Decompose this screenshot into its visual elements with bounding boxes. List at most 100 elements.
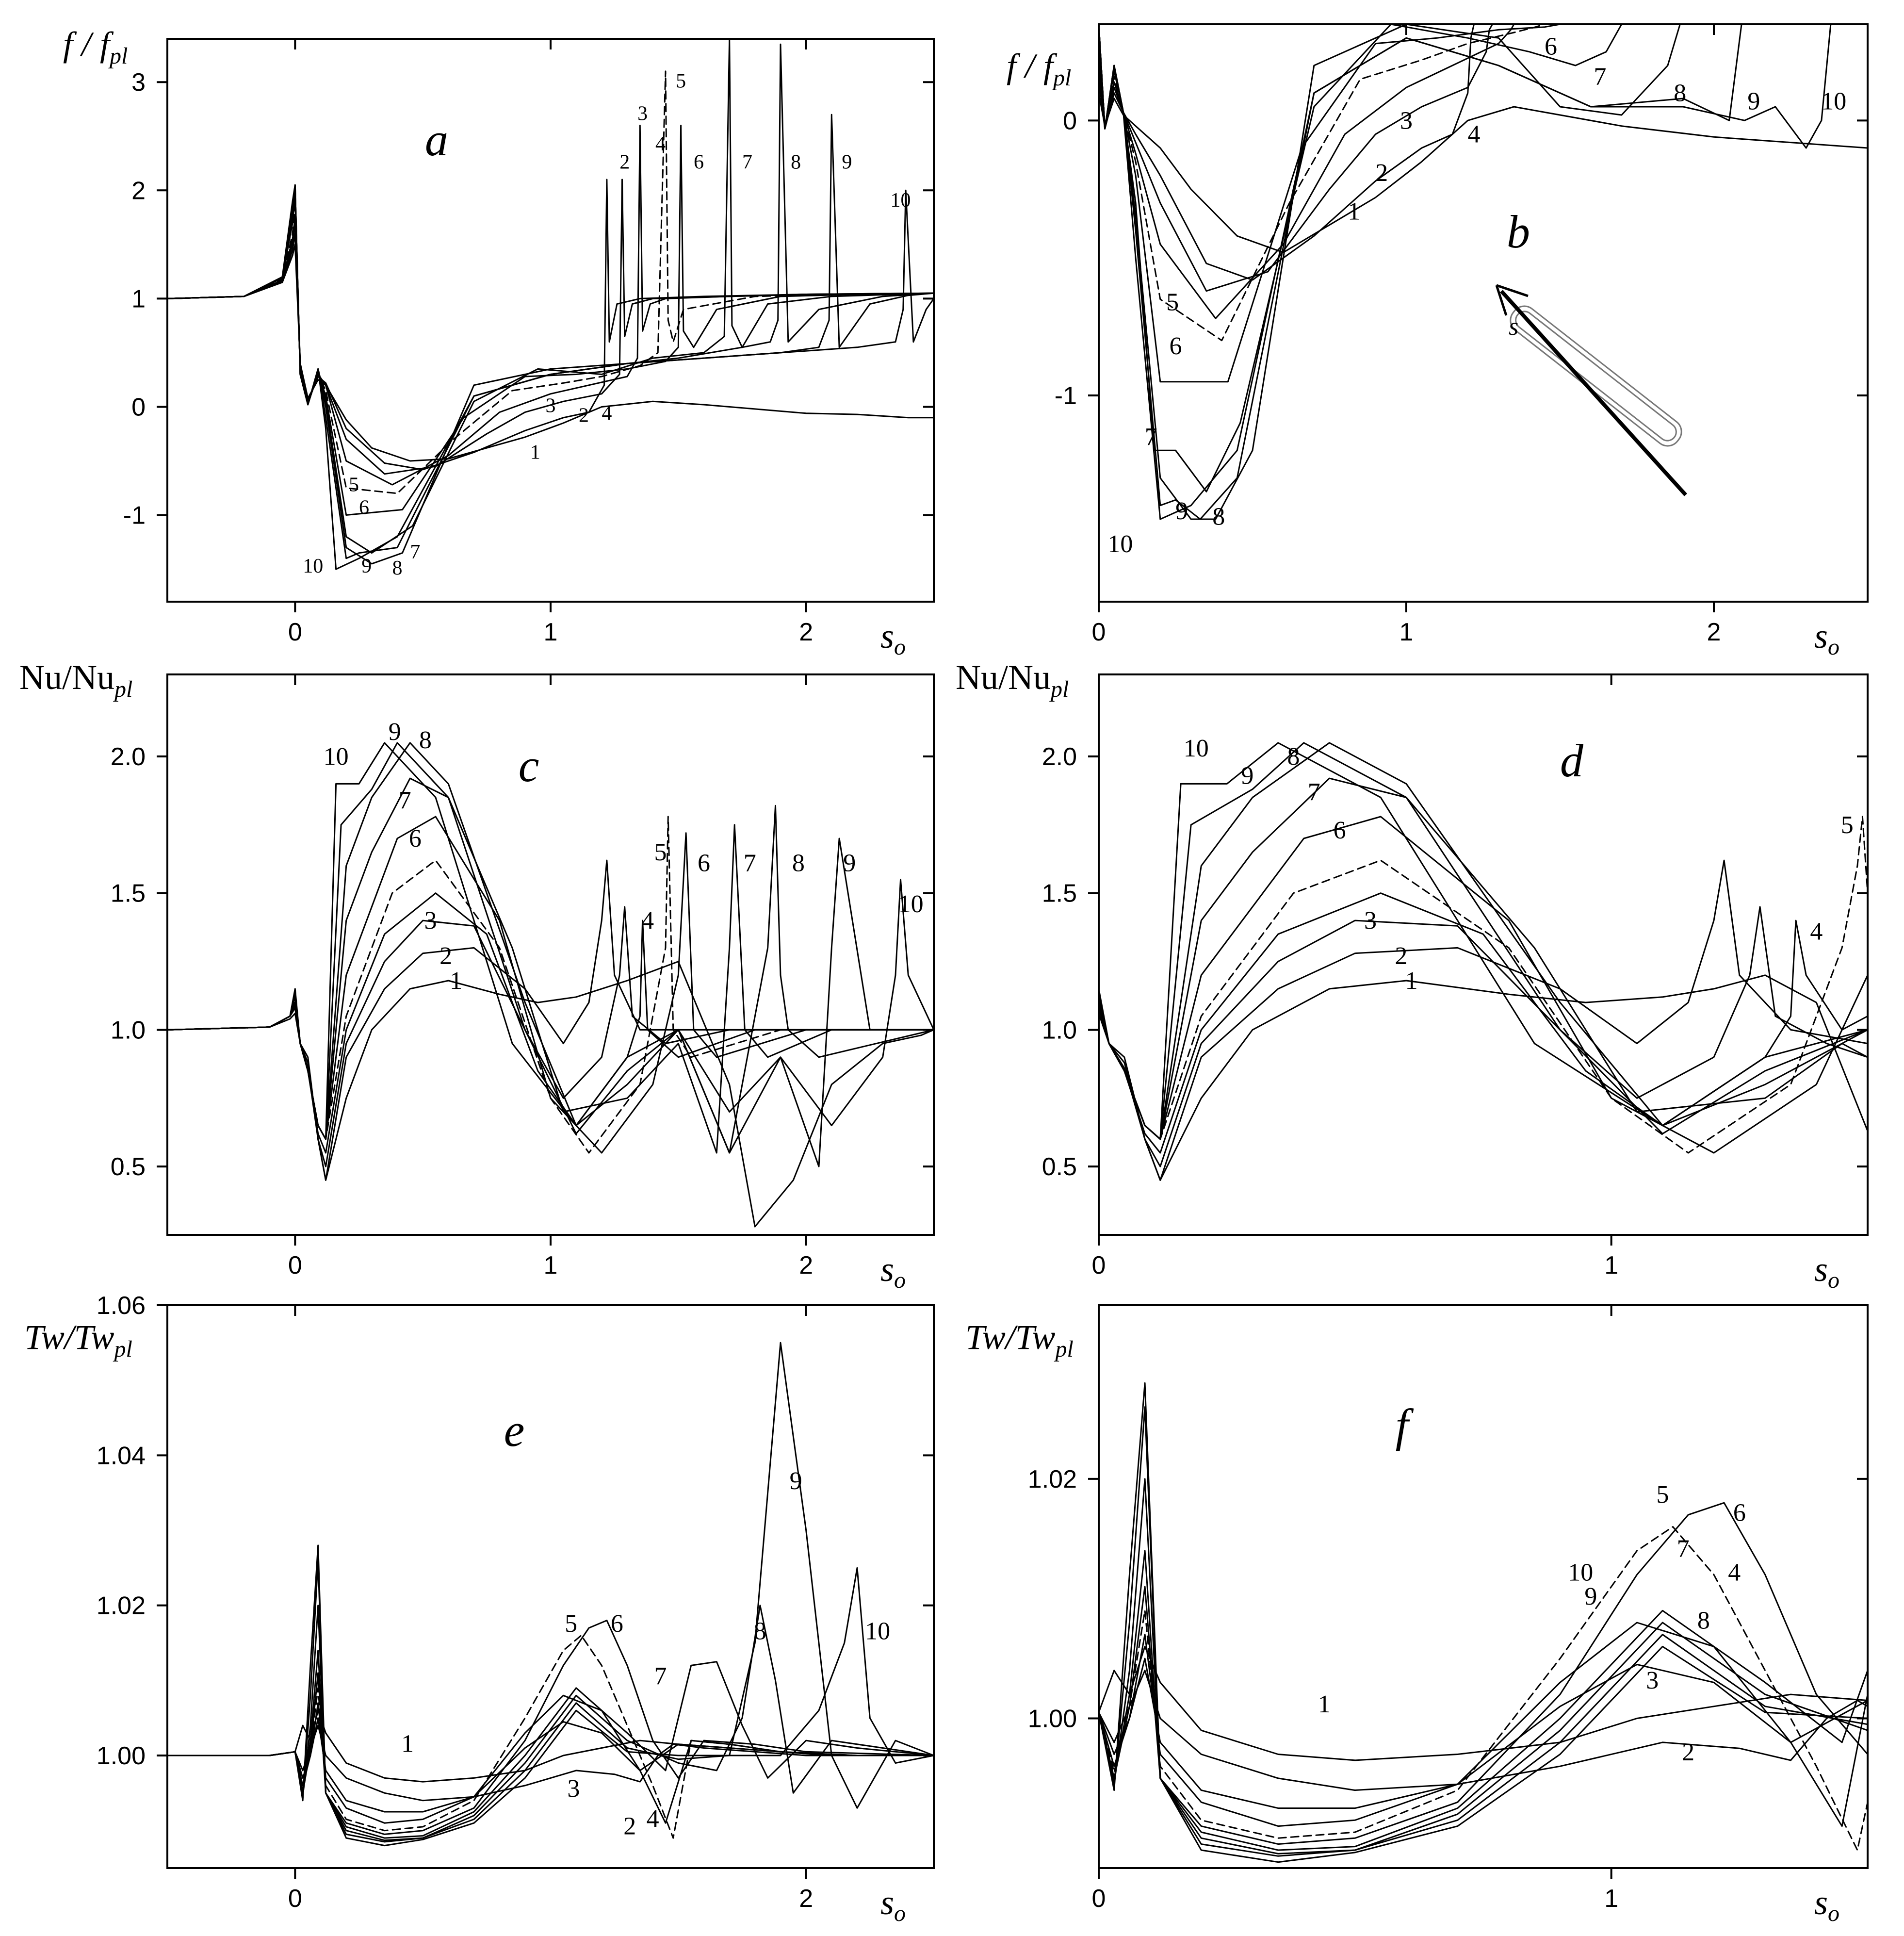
panel-letter: e [504,1404,525,1456]
curve-label-7: 7 [1677,1535,1690,1562]
inset-schematic: s [1495,284,1687,496]
series-line-1 [1099,974,1868,1181]
x-axis-label: so [880,1250,906,1293]
curve-label-10: 10 [1568,1559,1593,1587]
y-tick-label: 1.0 [1042,1016,1077,1044]
x-tick-label: 2 [799,618,813,646]
series-line-5 [1099,816,1868,1154]
curve-label-6: 6 [611,1610,623,1638]
series-line-6 [1099,816,1868,1154]
plate-outline-inner [1515,311,1677,442]
series-line-5 [1099,24,1546,342]
curve-label-4: 4 [1728,1559,1741,1587]
series-line-1 [1099,92,1868,253]
series-line-6 [167,125,934,516]
x-tick-label: 1 [1604,1251,1618,1280]
curve-label-5: 5 [349,474,359,496]
x-tick-label: 0 [1092,1251,1106,1280]
curve-label-2: 2 [579,405,589,427]
curve-label-4: 4 [1467,121,1480,148]
series-line-2 [1099,859,1868,1181]
curve-label-3: 3 [567,1775,580,1803]
curve-label-10: 10 [303,555,323,577]
series-line-8 [167,1605,934,1841]
panel-e: 0 2 1.00 1.02 1.04 1.06 so Tw/Twpl e 1 2 3 4 5 6 7 8 9 10 [24,1292,935,1926]
y-tick-label: 2.0 [1042,743,1077,771]
curve-label-5: 5 [565,1610,577,1638]
curve-label-5: 5 [654,838,667,866]
curve-label-4: 4 [647,1805,659,1833]
series-line-7 [1099,24,1623,492]
curve-label-8: 8 [1287,743,1300,771]
curve-label-6: 6 [1170,332,1182,360]
x-tick-label: 1 [1400,618,1414,646]
series-line-6 [1099,24,1564,383]
series-line-8 [167,742,934,1154]
curve-label-4: 4 [655,133,666,155]
x-tick-label: 2 [799,1885,813,1913]
curve-label-3: 3 [546,395,556,417]
series-line-4 [1099,892,1868,1154]
y-tick-label: -1 [1055,382,1077,410]
curve-label-6: 6 [409,825,422,853]
panel-f: 0 1 1.00 1.02 so Tw/Twpl f 1 2 3 4 5 6 7 8 910 [965,1304,1869,1926]
y-axis-label: Tw/Twpl [24,1318,132,1362]
curve-label-2: 2 [623,1812,636,1840]
curve-label-8: 8 [754,1617,766,1645]
curve-label-10: 10 [898,890,924,918]
y-tick-label: 0 [131,393,146,421]
y-tick-label: 1.00 [97,1742,146,1770]
series-line-3 [1099,24,1493,292]
x-axis-label: so [1814,617,1839,660]
y-tick-label: 1.02 [97,1592,146,1620]
y-axis-label: Nu/Nupl [956,658,1069,702]
series-line-10 [167,742,934,1140]
panel-letter: c [519,739,539,791]
y-tick-label: 0.5 [1042,1153,1077,1181]
curve-label-6: 6 [1733,1499,1746,1526]
curve-label-8: 8 [1212,503,1225,530]
series-line-8 [1099,1478,1868,1854]
series-line-3 [167,179,934,475]
y-tick-label: 1.06 [97,1292,146,1320]
axis-frame [166,38,935,603]
curve-label-9: 9 [842,151,852,174]
curve-label-9: 9 [361,555,372,577]
curve-label-10: 10 [1107,530,1133,558]
curve-label-5: 5 [1841,811,1854,839]
series-line-2 [167,179,934,471]
curve-label-5: 5 [1166,288,1179,316]
curve-label-2: 2 [1682,1739,1694,1766]
curve-label-6: 6 [694,151,704,174]
y-tick-label: 0.5 [111,1153,146,1181]
curve-label-9: 9 [389,718,401,746]
curve-label-1: 1 [1348,197,1360,225]
curve-label-6: 6 [698,850,710,877]
series-line-9 [167,114,934,559]
curve-label-10: 10 [1821,88,1846,115]
series-line-3 [167,906,934,1167]
series-line-8 [1099,742,1868,1140]
curve-label-4: 4 [641,907,654,935]
axis-frame [166,673,935,1236]
series-line-10 [167,184,934,570]
series-line-1 [167,961,934,1228]
series-line-6 [167,816,934,1154]
curve-label-5: 5 [676,70,686,92]
curve-label-7: 7 [1594,63,1606,91]
x-tick-label: 1 [544,1251,558,1280]
series-line-4 [1099,24,1515,319]
y-tick-label: 2.0 [111,743,146,771]
x-tick-label: 1 [1604,1885,1618,1913]
y-tick-label: 1.02 [1028,1465,1077,1493]
curve-label-3: 3 [1364,907,1377,935]
curve-label-1: 1 [401,1730,414,1757]
curve-label-9: 9 [790,1467,802,1495]
curve-label-7: 7 [654,1662,667,1690]
series-line-4 [1099,1622,1868,1827]
y-tick-label: 1.0 [111,1016,146,1044]
curve-label-4: 4 [1810,918,1823,946]
y-tick-label: 2 [131,177,146,205]
series-line-2 [1099,24,1475,281]
